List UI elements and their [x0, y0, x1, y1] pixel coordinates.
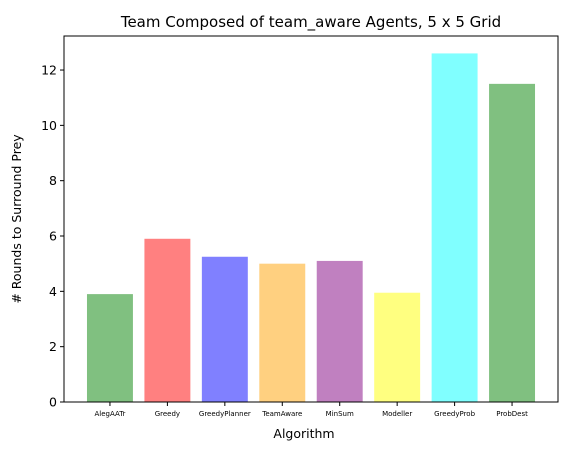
x-tick-label: GreedyPlanner — [199, 410, 251, 418]
x-tick-label: Modeller — [382, 410, 412, 418]
x-tick-label: ProbDest — [496, 410, 528, 418]
bar-teamaware — [259, 263, 306, 402]
y-axis-label: # Rounds to Surround Prey — [9, 134, 24, 304]
x-tick-label: MinSum — [326, 410, 354, 418]
x-tick-label: AlegAATr — [95, 410, 126, 418]
bar-modeller — [374, 292, 421, 402]
bar-alegaatr — [86, 294, 133, 402]
x-tick-label: Greedy — [155, 410, 180, 418]
x-tick-label: TeamAware — [261, 410, 302, 418]
plot-frame — [63, 35, 559, 403]
bars-layer — [86, 53, 536, 403]
x-axis-label: Algorithm — [273, 426, 334, 441]
bar-minsum — [316, 260, 363, 402]
y-tick-label: 12 — [41, 63, 57, 78]
chart-title: Team Composed of team_aware Agents, 5 x … — [120, 13, 501, 32]
bar-greedyplanner — [201, 256, 248, 402]
y-tick-label: 4 — [49, 284, 57, 299]
ticks-layer: AlegAATr Greedy GreedyPlanner TeamAware MinS… — [41, 63, 528, 418]
y-tick-label: 6 — [49, 229, 57, 244]
x-tick-label: GreedyProb — [434, 410, 475, 418]
bar-probdest — [489, 83, 536, 403]
y-tick-label: 8 — [49, 173, 57, 188]
y-tick-label: 10 — [41, 118, 57, 133]
bar-greedyprob — [431, 53, 478, 403]
y-tick-label: 0 — [49, 395, 57, 410]
bar-greedy — [144, 238, 191, 402]
y-tick-label: 2 — [49, 339, 57, 354]
